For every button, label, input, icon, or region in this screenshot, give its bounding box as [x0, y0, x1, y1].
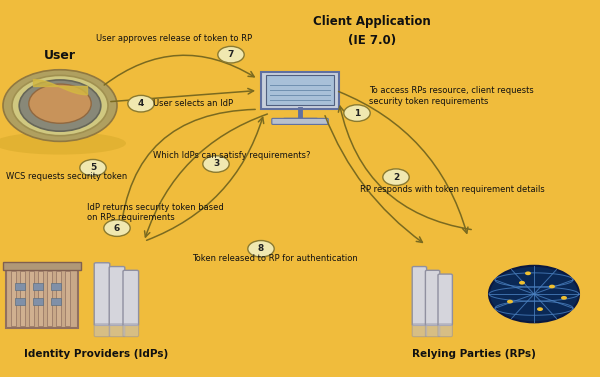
- Circle shape: [549, 285, 555, 288]
- Text: (IE 7.0): (IE 7.0): [348, 34, 396, 47]
- Circle shape: [507, 300, 513, 303]
- Text: To access RPs resource, client requests
security token requirements: To access RPs resource, client requests …: [369, 86, 534, 106]
- Circle shape: [489, 266, 579, 322]
- Circle shape: [537, 307, 543, 311]
- Text: 5: 5: [90, 163, 96, 172]
- Circle shape: [29, 84, 91, 123]
- Text: WCS requests security token: WCS requests security token: [6, 172, 127, 181]
- Ellipse shape: [0, 132, 126, 155]
- FancyBboxPatch shape: [438, 274, 452, 325]
- FancyBboxPatch shape: [266, 75, 334, 105]
- Circle shape: [12, 75, 108, 136]
- FancyBboxPatch shape: [38, 271, 43, 326]
- Text: RP responds with token requirement details: RP responds with token requirement detai…: [360, 185, 545, 194]
- FancyBboxPatch shape: [272, 118, 328, 124]
- Text: Which IdPs can satisfy requirements?: Which IdPs can satisfy requirements?: [153, 151, 311, 160]
- Circle shape: [19, 80, 101, 131]
- Circle shape: [218, 46, 244, 63]
- FancyBboxPatch shape: [109, 324, 125, 337]
- FancyBboxPatch shape: [94, 324, 110, 337]
- Text: User: User: [44, 49, 76, 62]
- Text: 6: 6: [114, 224, 120, 233]
- Circle shape: [3, 70, 117, 141]
- Circle shape: [525, 271, 531, 275]
- Text: Token released to RP for authentication: Token released to RP for authentication: [192, 254, 358, 264]
- FancyBboxPatch shape: [261, 72, 339, 109]
- Text: 7: 7: [228, 50, 234, 59]
- Circle shape: [383, 169, 409, 185]
- Text: Client Application: Client Application: [313, 15, 431, 28]
- Text: Identity Providers (IdPs): Identity Providers (IdPs): [24, 349, 168, 359]
- FancyBboxPatch shape: [29, 271, 34, 326]
- FancyBboxPatch shape: [425, 270, 440, 325]
- Text: 2: 2: [393, 173, 399, 182]
- Text: 3: 3: [213, 159, 219, 169]
- Circle shape: [519, 281, 525, 285]
- Text: 8: 8: [258, 244, 264, 253]
- FancyBboxPatch shape: [11, 271, 16, 326]
- FancyBboxPatch shape: [109, 267, 125, 325]
- FancyBboxPatch shape: [33, 283, 43, 290]
- FancyBboxPatch shape: [51, 298, 61, 305]
- FancyBboxPatch shape: [94, 263, 110, 325]
- Text: Relying Parties (RPs): Relying Parties (RPs): [412, 349, 536, 359]
- FancyBboxPatch shape: [15, 298, 25, 305]
- FancyBboxPatch shape: [65, 271, 70, 326]
- FancyBboxPatch shape: [425, 324, 440, 337]
- Circle shape: [344, 105, 370, 121]
- FancyBboxPatch shape: [6, 264, 78, 328]
- Circle shape: [80, 159, 106, 176]
- FancyBboxPatch shape: [47, 271, 52, 326]
- Text: User selects an IdP: User selects an IdP: [153, 99, 233, 108]
- FancyBboxPatch shape: [20, 271, 25, 326]
- FancyBboxPatch shape: [412, 267, 427, 325]
- Circle shape: [104, 220, 130, 236]
- FancyBboxPatch shape: [438, 324, 452, 337]
- FancyBboxPatch shape: [33, 298, 43, 305]
- Circle shape: [561, 296, 567, 300]
- Circle shape: [203, 156, 229, 172]
- FancyBboxPatch shape: [412, 324, 427, 337]
- FancyBboxPatch shape: [51, 283, 61, 290]
- Text: User approves release of token to RP: User approves release of token to RP: [96, 34, 252, 43]
- Text: 1: 1: [354, 109, 360, 118]
- Text: IdP returns security token based
on RPs requirements: IdP returns security token based on RPs …: [87, 203, 224, 222]
- Circle shape: [128, 95, 154, 112]
- FancyBboxPatch shape: [123, 324, 139, 337]
- FancyBboxPatch shape: [123, 270, 139, 325]
- FancyBboxPatch shape: [56, 271, 61, 326]
- FancyBboxPatch shape: [3, 262, 81, 270]
- FancyBboxPatch shape: [15, 283, 25, 290]
- Circle shape: [248, 241, 274, 257]
- Text: 4: 4: [138, 99, 144, 108]
